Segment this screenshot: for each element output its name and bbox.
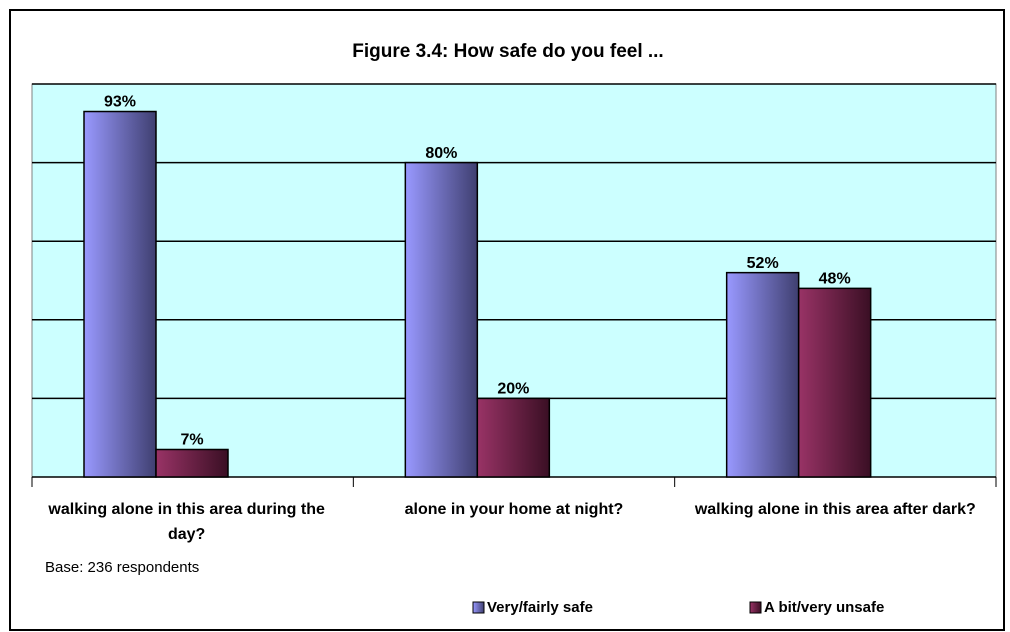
x-tick-label: walking alone in this area after dark? <box>694 501 976 518</box>
chart-title: Figure 3.4: How safe do you feel ... <box>352 41 663 62</box>
legend-label: Very/fairly safe <box>487 599 593 616</box>
bar <box>155 448 229 478</box>
data-label: 7% <box>180 432 203 449</box>
bar <box>797 287 872 478</box>
bar <box>725 271 800 478</box>
x-tick-label: alone in your home at night? <box>404 501 624 518</box>
legend-swatch <box>749 601 762 614</box>
data-label: 93% <box>104 94 136 111</box>
legend-swatch <box>472 601 485 614</box>
bar <box>404 161 479 478</box>
data-label: 80% <box>425 145 457 162</box>
x-tick-label: walking alone in this area during the da… <box>48 501 325 543</box>
bar <box>83 110 157 478</box>
note: Base: 236 respondents <box>45 559 199 576</box>
data-label: 52% <box>747 255 779 272</box>
bar <box>476 397 551 478</box>
data-label: 20% <box>497 381 529 398</box>
data-label: 48% <box>819 271 851 288</box>
legend-label: A bit/very unsafe <box>764 599 884 616</box>
